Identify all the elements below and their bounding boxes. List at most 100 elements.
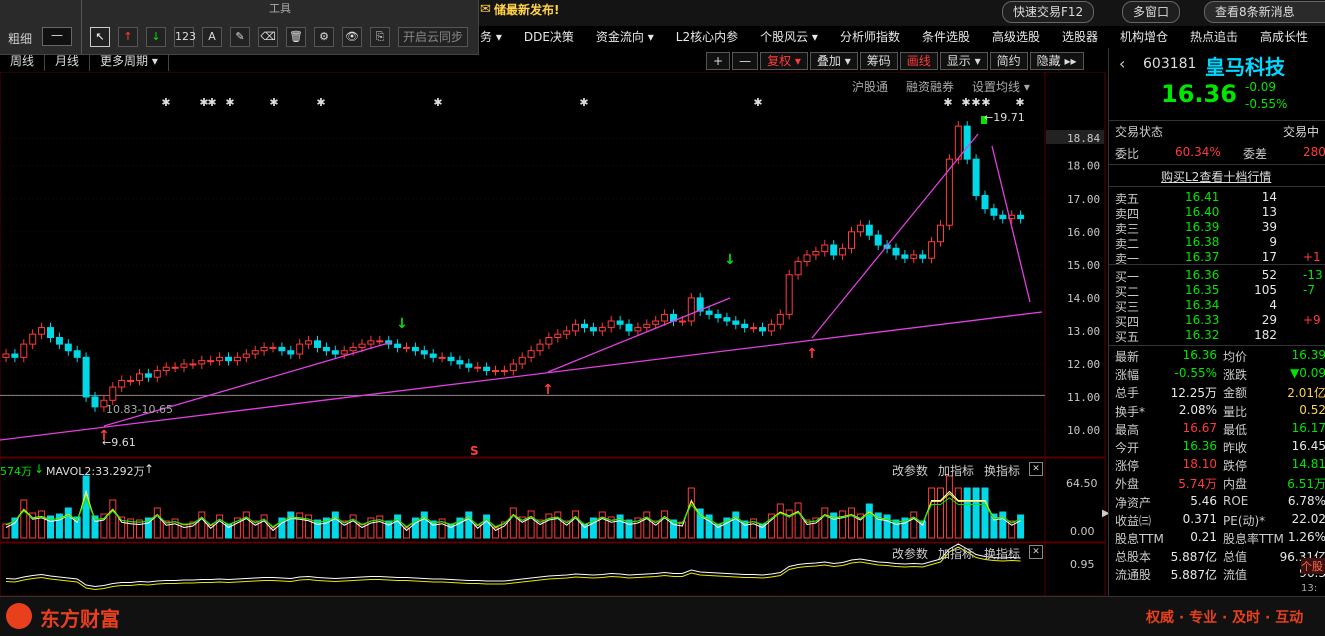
candle-body — [153, 370, 161, 378]
volume-bar — [803, 519, 811, 539]
tool-button-6[interactable]: ⌫ — [258, 27, 278, 47]
menu-item-10[interactable]: 热点追击 — [1190, 30, 1239, 44]
weibi-value: 60.34% — [1175, 145, 1221, 159]
sell-signal-icon: ↓ — [724, 252, 736, 268]
volume-panel-button-1[interactable]: 加指标 — [938, 464, 975, 478]
menu-item-2[interactable]: 资金流向 ▾ — [595, 30, 654, 44]
candle-body — [750, 327, 758, 330]
tool-button-5[interactable]: ✎ — [230, 27, 250, 47]
chart-subtab-0[interactable]: 沪股通 — [852, 80, 889, 94]
display-button[interactable]: 显示 ▾ — [939, 52, 988, 70]
menu-item-9[interactable]: 机构增仓 — [1120, 30, 1169, 44]
menu-item-7[interactable]: 高级选股 — [991, 30, 1040, 44]
multi-window-button[interactable]: 多窗口 — [1122, 1, 1181, 23]
indicator-close-button[interactable]: ✕ — [1029, 545, 1043, 559]
menu-item-4[interactable]: 个股风云 ▾ — [760, 30, 818, 44]
tool-button-0[interactable]: ↖ — [90, 27, 110, 47]
menu-item-6[interactable]: 条件选股 — [921, 30, 970, 44]
volume-panel-button-2[interactable]: 换指标 — [984, 464, 1021, 478]
news-star-marker[interactable]: ✱ — [961, 96, 970, 109]
tool-button-3[interactable]: 123 — [174, 27, 196, 47]
period-tab-1[interactable]: 月线 — [45, 53, 91, 71]
tool-button-7[interactable]: 🗑 — [286, 27, 306, 47]
zoom-out-button[interactable]: — — [732, 52, 759, 70]
tool-button-8[interactable]: ⚙ — [314, 27, 334, 47]
candle-body — [830, 244, 838, 256]
fuquan-button[interactable]: 复权 ▾ — [760, 52, 808, 70]
bid-change: -7 — [1303, 283, 1315, 297]
news-star-marker[interactable]: ✱ — [225, 96, 234, 109]
draw-line-button[interactable]: 画线 — [899, 52, 938, 70]
news-button[interactable]: 查看8条新消息 — [1204, 1, 1325, 23]
menu-item-0[interactable]: 务 ▾ — [480, 30, 502, 44]
chips-button[interactable]: 筹码 — [859, 52, 898, 70]
cloud-sync-button[interactable]: 开启云同步 — [398, 27, 469, 47]
volume-bar — [643, 511, 651, 539]
indicator-panel-button-0[interactable]: 改参数 — [892, 547, 929, 561]
stat-label: 总手 — [1115, 386, 1140, 401]
stat-value: 14.81 — [1291, 457, 1325, 472]
news-star-marker[interactable]: ✱ — [199, 96, 208, 109]
news-star-marker[interactable]: ✱ — [579, 96, 588, 109]
l2-link[interactable]: 购买L2查看十档行情 — [1161, 170, 1272, 184]
tool-button-4[interactable]: A — [202, 27, 222, 47]
hide-button[interactable]: 隐藏 ▸▸ — [1029, 52, 1084, 70]
bid-change: -13 — [1303, 268, 1323, 282]
indicator-panel-button-2[interactable]: 换指标 — [984, 547, 1021, 561]
volume-bar — [136, 519, 143, 539]
tool-button-1[interactable]: ↑ — [118, 27, 138, 47]
news-star-marker[interactable]: ✱ — [161, 96, 170, 109]
menu-item-11[interactable]: 高成长性 — [1260, 30, 1309, 44]
indicator-panel-button-1[interactable]: 加指标 — [938, 547, 975, 561]
buy-signal-icon: ↑ — [542, 382, 554, 398]
tool-button-2[interactable]: ↓ — [146, 27, 166, 47]
indicator-line-yellow — [5, 546, 1021, 591]
kline-chart[interactable]: 18.84 18.00 17.00 16.00 15.00 14.00 13.00 12.00… — [0, 72, 1106, 596]
chart-subtab-2[interactable]: 设置均线 ▾ — [972, 80, 1030, 94]
notice-text[interactable]: 储最新发布! — [494, 3, 560, 17]
simple-button[interactable]: 简约 — [989, 52, 1028, 70]
news-star-marker[interactable]: ✱ — [207, 96, 216, 109]
volume-bar — [429, 520, 437, 539]
menu-item-3[interactable]: L2核心内参 — [675, 30, 739, 44]
news-star-marker[interactable]: ✱ — [971, 96, 980, 109]
collapse-right-icon[interactable]: ▶ — [1102, 508, 1110, 519]
zoom-in-button[interactable]: + — [706, 52, 731, 70]
tool-button-9[interactable]: 👁 — [342, 27, 362, 47]
period-tab-0[interactable]: 周线 — [0, 53, 46, 71]
stat-value: 0.52 — [1299, 402, 1325, 417]
period-tab-2[interactable]: 更多周期 ▾ — [90, 53, 169, 71]
volume-close-button[interactable]: ✕ — [1029, 462, 1043, 476]
volume-bar — [127, 518, 135, 539]
tool-button-10[interactable]: ⎘ — [370, 27, 390, 47]
indicator-panel-frame — [0, 542, 1106, 596]
menu-item-5[interactable]: 分析师指数 — [839, 30, 900, 44]
weicha-label: 委差 — [1243, 147, 1268, 161]
chart-subtab-1[interactable]: 融资融券 — [906, 80, 955, 94]
candle-body — [20, 343, 28, 358]
volume-bar — [47, 515, 54, 539]
news-star-marker[interactable]: ✱ — [433, 96, 442, 109]
stat-label: 流通股 — [1115, 568, 1152, 583]
news-star-marker[interactable]: ✱ — [943, 96, 952, 109]
news-star-marker[interactable]: ✱ — [269, 96, 278, 109]
bid-price: 16.34 — [1185, 298, 1220, 312]
volume-axis-top: 64.50 — [1066, 477, 1098, 490]
volume-bar — [287, 511, 295, 539]
menu-item-8[interactable]: 选股器 — [1061, 30, 1098, 44]
menu-item-1[interactable]: DDE决策 — [523, 30, 574, 44]
news-star-marker[interactable]: ✱ — [1015, 96, 1024, 109]
stat-label: 流值 — [1223, 568, 1248, 583]
volume-panel-button-0[interactable]: 改参数 — [892, 464, 929, 478]
news-star-marker[interactable]: ✱ — [316, 96, 325, 109]
line-style-select[interactable]: — — [42, 27, 72, 46]
overlay-button[interactable]: 叠加 ▾ — [809, 52, 858, 70]
candle-body — [456, 360, 464, 365]
prev-stock-icon[interactable]: ‹ — [1119, 54, 1126, 73]
quick-trade-button[interactable]: 快速交易F12 — [1002, 1, 1095, 23]
news-star-marker[interactable]: ✱ — [753, 96, 762, 109]
mavol2-legend: MAVOL2:33.292万 — [46, 465, 145, 478]
news-star-marker[interactable]: ✱ — [981, 96, 990, 109]
stock-tab[interactable]: 个股 — [1301, 558, 1325, 574]
ask-row: 卖三 16.39 39 — [1115, 220, 1325, 240]
